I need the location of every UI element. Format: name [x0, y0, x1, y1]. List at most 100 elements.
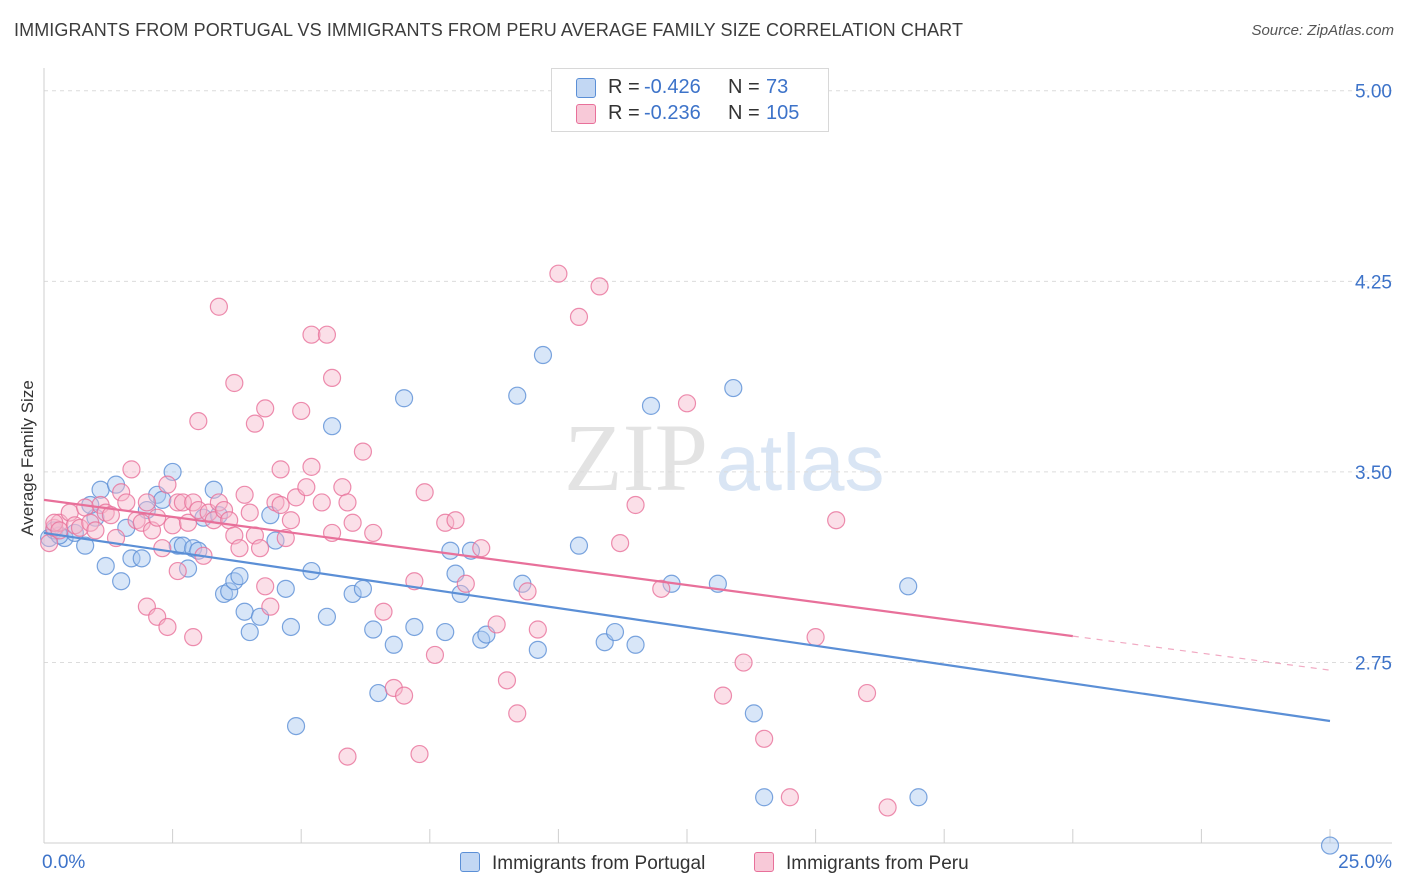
data-point [394, 686, 414, 705]
data-point [86, 521, 105, 540]
correlation-legend: R = -0.426 N = 73 R = -0.236 N = 105 [551, 68, 829, 132]
data-point [168, 493, 187, 512]
data-point [173, 493, 192, 512]
data-point [250, 539, 270, 558]
data-point [472, 630, 491, 649]
data-point [96, 556, 115, 576]
series-name-peru: Immigrants from Peru [786, 853, 969, 874]
data-point [317, 607, 337, 626]
data-point [317, 325, 337, 344]
data-point [91, 480, 110, 499]
data-point [148, 508, 167, 527]
chart-title: IMMIGRANTS FROM PORTUGAL VS IMMIGRANTS F… [14, 20, 964, 40]
data-point [240, 622, 259, 642]
data-point [302, 457, 321, 476]
data-point [384, 678, 403, 698]
data-point [189, 412, 208, 431]
data-point [225, 373, 244, 393]
data-point [528, 620, 547, 639]
data-point [508, 704, 527, 723]
data-point [168, 536, 187, 555]
data-point [806, 628, 825, 647]
data-point [472, 539, 491, 558]
data-point [235, 602, 254, 621]
legend-r-value: -0.236 [644, 102, 701, 124]
data-point [734, 653, 753, 672]
data-point [605, 622, 625, 642]
data-point [297, 478, 316, 497]
trend-line [43, 498, 1073, 638]
portugal-legend-swatch-icon [460, 852, 480, 872]
data-point [76, 498, 95, 517]
data-point [569, 307, 589, 327]
data-point [410, 744, 429, 764]
data-point [338, 747, 357, 766]
data-point [724, 378, 743, 398]
data-point [755, 788, 774, 807]
data-point [230, 539, 249, 558]
data-point [184, 539, 203, 558]
peru-swatch-icon [576, 104, 596, 124]
data-point [112, 483, 131, 502]
data-point [214, 584, 234, 604]
data-point [497, 671, 517, 690]
series-legend-peru: Immigrants from Peru [754, 852, 969, 875]
data-point [256, 577, 275, 596]
data-point [240, 503, 259, 522]
data-point [312, 493, 331, 512]
series-name-portugal: Immigrants from Portugal [492, 853, 706, 874]
data-point [343, 513, 362, 532]
data-point [214, 500, 234, 520]
data-point [261, 597, 280, 616]
data-point [1320, 836, 1340, 855]
data-point [827, 511, 846, 530]
x-tick-label-max: 25.0% [1338, 852, 1392, 873]
data-point [322, 368, 342, 388]
data-point [158, 617, 177, 637]
data-point [266, 493, 285, 512]
data-point [70, 518, 90, 537]
data-point [857, 683, 877, 703]
y-axis-label: Average Family Size [18, 380, 37, 536]
data-point [909, 788, 928, 807]
data-point [394, 389, 414, 408]
data-point [528, 640, 547, 659]
peru-legend-swatch-icon [754, 852, 774, 872]
data-point [487, 615, 506, 634]
data-point [755, 729, 774, 748]
data-point [713, 686, 733, 705]
legend-n-value: 105 [766, 102, 800, 124]
data-point [436, 622, 455, 642]
data-point [220, 582, 239, 601]
portugal-swatch-icon [576, 78, 596, 98]
data-point [168, 561, 187, 581]
data-point [878, 798, 897, 817]
legend-n-label: N = [728, 76, 760, 98]
data-point [353, 442, 373, 461]
data-point [364, 523, 383, 543]
data-point [292, 401, 311, 421]
watermark-atlas: atlas [716, 418, 885, 507]
data-point [276, 528, 295, 548]
data-point [446, 511, 465, 530]
data-point [364, 620, 383, 639]
data-point [641, 396, 661, 415]
x-tick-label-min: 0.0% [42, 852, 86, 873]
data-point [338, 493, 357, 512]
data-point [508, 386, 527, 405]
y-tick-label: 5.00 [1355, 82, 1392, 103]
data-point [518, 582, 537, 601]
data-point [158, 475, 177, 494]
data-point [590, 277, 609, 296]
data-point [184, 628, 203, 647]
data-point [122, 549, 141, 568]
data-point [271, 460, 290, 479]
data-point [281, 617, 301, 637]
series-legend-portugal: Immigrants from Portugal [460, 852, 705, 875]
data-point [405, 617, 424, 637]
data-point [112, 572, 131, 591]
data-point [101, 506, 120, 525]
data-point [441, 541, 460, 560]
data-point [425, 645, 445, 665]
